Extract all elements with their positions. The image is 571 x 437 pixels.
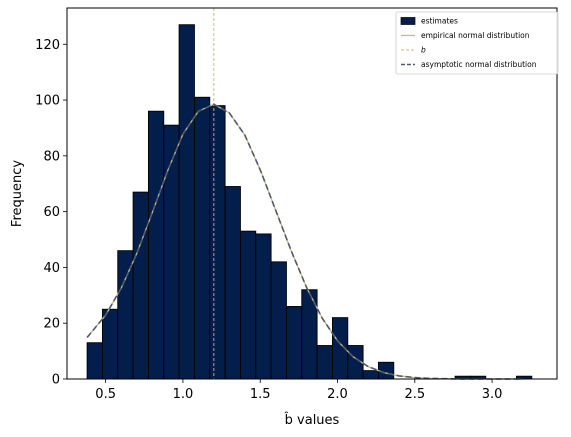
- y-tick-label: 20: [43, 317, 60, 332]
- y-tick-label: 0: [52, 373, 60, 388]
- histogram-bar: [101, 308, 119, 380]
- x-tick-label: 2.5: [404, 387, 425, 402]
- x-tick-label: 3.0: [482, 387, 503, 402]
- histogram-bar: [224, 186, 241, 380]
- axes-frame: [66, 7, 558, 380]
- legend-label: estimates: [421, 17, 458, 26]
- histogram-bar: [147, 110, 165, 380]
- legend-label: b: [421, 46, 426, 55]
- legend-label: asymptotic normal distribution: [421, 60, 537, 69]
- histogram-bar: [270, 261, 287, 380]
- histogram-bar: [239, 230, 257, 380]
- histogram-bar: [132, 191, 149, 380]
- histogram-bar: [255, 233, 272, 380]
- histogram-bar: [117, 250, 134, 380]
- x-tick-label: 1.5: [250, 387, 271, 402]
- histogram-bar: [209, 105, 226, 380]
- y-tick-label: 120: [35, 38, 60, 53]
- y-tick-label: 100: [35, 94, 60, 109]
- x-axis-ticks: 0.5 1.0 1.5 2.0 2.5 3.0: [95, 379, 502, 402]
- y-axis-label: Frequency: [10, 160, 25, 227]
- histogram-bars: [86, 24, 533, 380]
- x-axis-label: b̂ values: [284, 413, 340, 428]
- legend-box: [395, 11, 559, 75]
- legend-swatch: [400, 17, 416, 25]
- y-tick-label: 80: [43, 149, 60, 164]
- legend-label: empirical normal distribution: [421, 31, 530, 40]
- x-tick-label: 1.0: [173, 387, 194, 402]
- histogram-bar: [193, 96, 211, 380]
- y-tick-label: 60: [43, 205, 60, 220]
- histogram-bar: [86, 342, 103, 380]
- histogram-bar: [285, 306, 303, 380]
- legend: estimates empirical normal distribution ba…: [395, 11, 559, 75]
- x-tick-label: 2.0: [327, 387, 348, 402]
- histogram-bar: [316, 345, 333, 380]
- y-tick-label: 40: [43, 261, 60, 276]
- y-axis-ticks: 0 20 40 60 80 100 120: [35, 38, 67, 388]
- histogram-bar: [362, 370, 379, 380]
- histogram-bar: [178, 24, 195, 380]
- x-tick-label: 0.5: [95, 387, 116, 402]
